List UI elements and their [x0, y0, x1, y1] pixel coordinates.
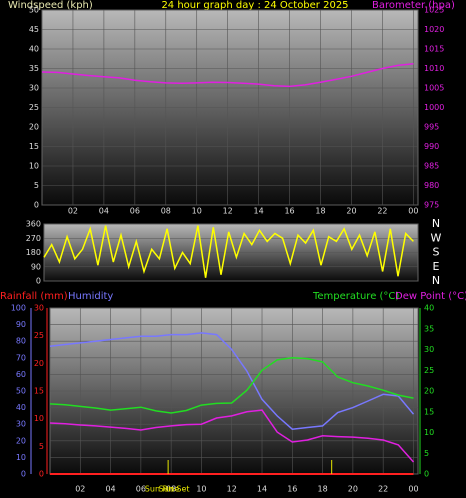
x-tick-label: 16 — [287, 485, 297, 494]
sunset-label: Sun Set — [159, 485, 190, 494]
y-tick-label: 10 — [16, 453, 26, 462]
x-tick-label: 10 — [196, 485, 206, 494]
y-tick-label: 40 — [29, 45, 39, 54]
y2-tick-label: 30 — [424, 345, 434, 354]
y-tick-label: 15 — [29, 142, 39, 151]
sunrise-label: Sun Rise — [145, 485, 180, 494]
humidity-label: Humidity — [68, 291, 113, 302]
y2-tick-label: 1010 — [424, 64, 444, 73]
y2-tick-label: 990 — [424, 142, 439, 151]
y-tick-label: 90 — [31, 262, 41, 271]
y2-tick-label: 995 — [424, 123, 439, 132]
y2-tick-label: W — [431, 231, 442, 244]
y-tick-label: 5 — [34, 181, 39, 190]
y2-tick-label: 1025 — [424, 6, 444, 15]
y-tick-label: 20 — [29, 123, 39, 132]
y-tick-label: 0 — [34, 201, 39, 210]
x-tick-label: 08 — [161, 207, 171, 216]
y-tick-label: 35 — [29, 64, 39, 73]
y-tick-label: 90 — [16, 320, 26, 329]
y2-tick-label: 20 — [424, 387, 434, 396]
y3-tick-label: 10 — [34, 414, 44, 423]
y-tick-label: 20 — [16, 436, 26, 445]
y-tick-label: 45 — [29, 25, 39, 34]
x-tick-label: 04 — [99, 207, 109, 216]
series-line — [41, 63, 414, 88]
x-tick-label: 06 — [130, 207, 140, 216]
y3-tick-label: 20 — [34, 359, 44, 368]
barometer-label: Barometer (hpa) — [372, 0, 455, 11]
y-tick-label: 25 — [29, 103, 39, 112]
x-tick-label: 06 — [136, 485, 146, 494]
x-tick-label: 12 — [223, 207, 233, 216]
x-tick-label: 02 — [68, 207, 78, 216]
x-tick-label: 18 — [315, 207, 325, 216]
x-tick-label: 14 — [254, 207, 264, 216]
y3-tick-label: 25 — [34, 331, 44, 340]
y-tick-label: 30 — [29, 84, 39, 93]
y-tick-label: 60 — [16, 370, 26, 379]
windspeed-label: Windspeed (kph) — [8, 0, 93, 11]
x-tick-label: 20 — [346, 207, 356, 216]
x-tick-label: 04 — [105, 485, 115, 494]
y-tick-label: 30 — [16, 420, 26, 429]
y2-tick-label: 1000 — [424, 103, 444, 112]
series-line — [43, 225, 414, 278]
y-tick-label: 180 — [26, 248, 41, 257]
y2-tick-label: 985 — [424, 162, 439, 171]
x-tick-label: 18 — [317, 485, 327, 494]
y-tick-label: 40 — [16, 403, 26, 412]
y2-tick-label: 10 — [424, 428, 434, 437]
y2-tick-label: 15 — [424, 407, 434, 416]
x-tick-label: 00 — [408, 207, 418, 216]
y-tick-label: 360 — [26, 220, 41, 229]
dewpoint-label: Dew Point (°C) — [395, 291, 466, 302]
y2-tick-label: 980 — [424, 181, 439, 190]
x-tick-label: 14 — [257, 485, 267, 494]
y-tick-label: 50 — [29, 6, 39, 15]
temperature-label: Temperature (°C) — [312, 291, 399, 302]
y-tick-label: 0 — [36, 277, 41, 286]
y2-tick-label: E — [433, 260, 440, 273]
x-tick-label: 22 — [378, 485, 388, 494]
y2-tick-label: 1020 — [424, 25, 444, 34]
y2-tick-label: 0 — [424, 470, 429, 479]
series-line — [49, 332, 415, 430]
y-tick-label: 70 — [16, 353, 26, 362]
y-tick-label: 50 — [16, 387, 26, 396]
y2-tick-label: N — [432, 217, 440, 230]
y2-tick-label: N — [432, 274, 440, 287]
y2-tick-label: 5 — [424, 449, 429, 458]
x-tick-label: 02 — [75, 485, 85, 494]
y2-tick-label: 40 — [424, 304, 434, 313]
y2-tick-label: 975 — [424, 201, 439, 210]
y-tick-label: 100 — [11, 304, 26, 313]
x-tick-label: 20 — [348, 485, 358, 494]
chart-title: 24 hour graph day : 24 October 2025 — [161, 0, 348, 11]
y2-tick-label: 1015 — [424, 45, 444, 54]
y-tick-label: 270 — [26, 234, 41, 243]
y-tick-label: 10 — [29, 162, 39, 171]
x-tick-label: 22 — [377, 207, 387, 216]
y3-tick-label: 15 — [34, 387, 44, 396]
x-tick-label: 00 — [408, 485, 418, 494]
y3-tick-label: 0 — [39, 470, 44, 479]
y2-tick-label: 25 — [424, 366, 434, 375]
x-tick-label: 12 — [227, 485, 237, 494]
y3-tick-label: 5 — [39, 442, 44, 451]
x-tick-label: 10 — [192, 207, 202, 216]
y-tick-label: 0 — [21, 470, 26, 479]
y2-tick-label: 35 — [424, 324, 434, 333]
x-tick-label: 16 — [284, 207, 294, 216]
rainfall-label: Rainfall (mm) — [0, 291, 68, 302]
x-tick-label: 08 — [166, 485, 176, 494]
y2-tick-label: S — [433, 246, 440, 259]
series-line — [49, 357, 414, 414]
y3-tick-label: 30 — [34, 304, 44, 313]
y2-tick-label: 1005 — [424, 84, 444, 93]
y-tick-label: 80 — [16, 337, 26, 346]
series-line — [49, 409, 415, 463]
